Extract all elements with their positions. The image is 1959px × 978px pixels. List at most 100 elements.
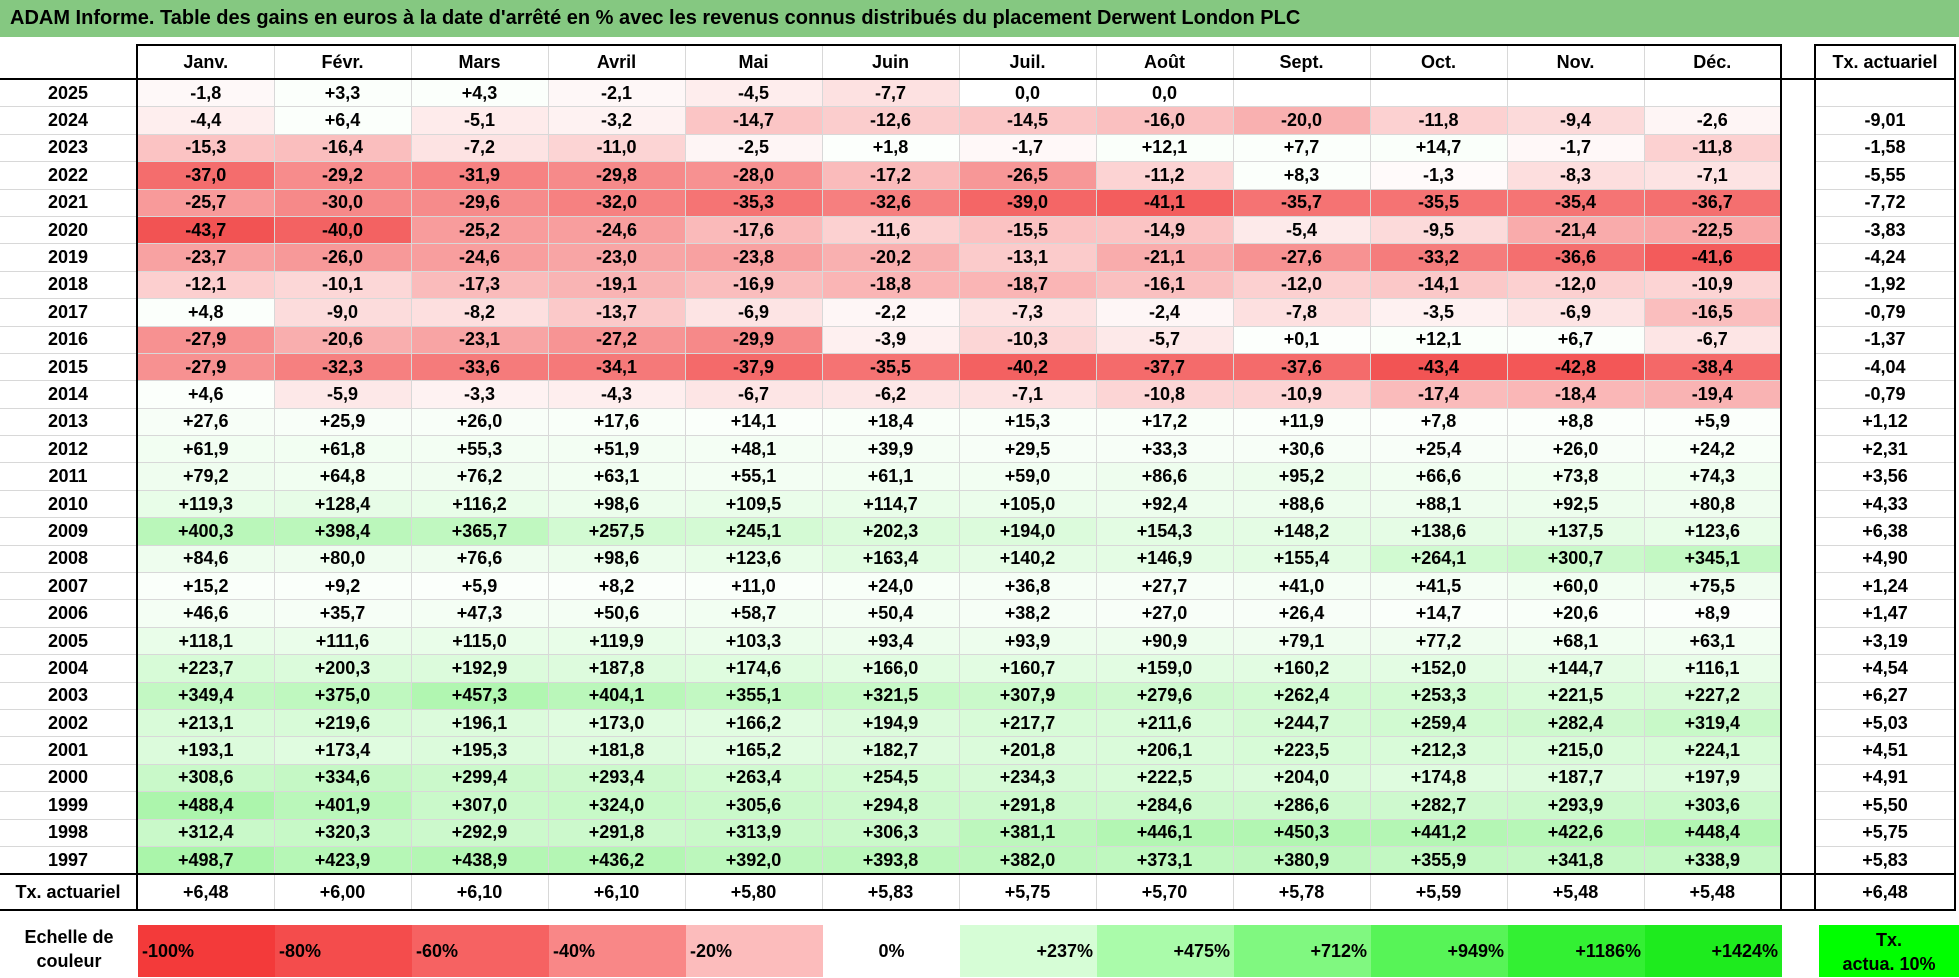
gain-cell: +103,3 — [684, 626, 823, 656]
table-row: 1998 +312,4 +320,3 +292,9 +291,8 +313,9 +306,3… — [0, 818, 1956, 847]
table-row: 2007 +15,2 +9,2 +5,9 +8,2 +11,0 +24,0 +36,8 +27,… — [0, 572, 1956, 601]
year-cell: 2000 — [0, 763, 138, 793]
gain-cell: -27,9 — [136, 352, 275, 382]
report-title: ADAM Informe. Table des gains en euros à… — [0, 0, 1959, 37]
year-cell: 1999 — [0, 791, 138, 820]
gain-cell: +33,3 — [1095, 435, 1234, 464]
gain-cell: +27,6 — [136, 407, 275, 437]
color-scale-cell: +712% — [1234, 925, 1371, 977]
gain-cell: +68,1 — [1506, 626, 1645, 656]
tx-actuariel-cell: -7,72 — [1814, 188, 1956, 217]
color-scale-cell: -60% — [412, 925, 549, 977]
gain-cell: +7,8 — [1369, 407, 1508, 437]
gain-cell: -28,0 — [684, 161, 823, 190]
footer-cell: +6,00 — [273, 873, 412, 912]
year-cell: 2006 — [0, 599, 138, 628]
gain-cell: -18,8 — [821, 270, 960, 300]
color-scale-cell: +1186% — [1508, 925, 1645, 977]
gain-cell: +282,7 — [1369, 791, 1508, 820]
footer-cell: +6,10 — [410, 873, 549, 912]
gain-cell: +24,2 — [1643, 435, 1782, 464]
gain-cell: -11,8 — [1643, 133, 1782, 163]
gain-cell: -35,5 — [1369, 188, 1508, 217]
footer-cell: +6,10 — [547, 873, 686, 912]
gain-cell: +75,5 — [1643, 572, 1782, 601]
gain-cell: -32,0 — [547, 188, 686, 217]
gain-cell: +26,4 — [1232, 599, 1371, 628]
gain-cell: +196,1 — [410, 708, 549, 738]
gain-cell: +234,3 — [958, 763, 1097, 793]
color-scale-cell: -40% — [549, 925, 686, 977]
gain-cell: +111,6 — [273, 626, 412, 656]
column-gap — [1781, 846, 1815, 875]
year-cell: 1998 — [0, 818, 138, 847]
month-header: Mars — [410, 44, 549, 80]
gain-cell: +213,1 — [136, 708, 275, 738]
gain-cell: +355,1 — [684, 681, 823, 710]
gain-cell: -1,8 — [136, 78, 275, 108]
gain-cell: -12,6 — [821, 106, 960, 135]
year-cell: 2005 — [0, 626, 138, 656]
month-header: Sept. — [1232, 44, 1371, 80]
color-scale-label-line2: couleur — [36, 951, 102, 971]
gain-cell: -32,6 — [821, 188, 960, 217]
tx-actuariel-cell: +3,56 — [1814, 462, 1956, 491]
gain-cell: -23,1 — [410, 325, 549, 354]
gain-cell: +200,3 — [273, 654, 412, 683]
gain-cell: +25,4 — [1369, 435, 1508, 464]
gain-cell — [1232, 78, 1371, 108]
month-header: Août — [1095, 44, 1234, 80]
gain-cell: -14,7 — [684, 106, 823, 135]
gain-cell: -25,2 — [410, 215, 549, 245]
gain-cell: +264,1 — [1369, 544, 1508, 574]
gain-cell: +160,2 — [1232, 654, 1371, 683]
gain-cell: +80,8 — [1643, 489, 1782, 519]
gain-cell: +375,0 — [273, 681, 412, 710]
year-cell: 2013 — [0, 407, 138, 437]
gain-cell: +373,1 — [1095, 845, 1234, 875]
column-gap — [1781, 490, 1815, 518]
gain-cell: +55,3 — [410, 435, 549, 464]
gain-cell: -14,9 — [1095, 215, 1234, 245]
gain-cell: -33,2 — [1369, 243, 1508, 272]
gain-cell: +263,4 — [684, 763, 823, 793]
table-row: 2022 -37,0 -29,2 -31,9 -29,8 -28,0 -17,2 -26,5-… — [0, 161, 1956, 190]
tx-actuariel-cell: -1,58 — [1814, 133, 1956, 163]
gain-cell: -2,5 — [684, 133, 823, 163]
gain-cell: -40,2 — [958, 352, 1097, 382]
gain-cell: +48,1 — [684, 435, 823, 464]
year-cell: 2024 — [0, 106, 138, 135]
gain-cell: +77,2 — [1369, 626, 1508, 656]
gain-cell: +119,3 — [136, 489, 275, 519]
gain-cell: +284,6 — [1095, 791, 1234, 820]
gain-cell: +381,1 — [958, 818, 1097, 847]
gain-cell: +446,1 — [1095, 818, 1234, 847]
column-gap — [1781, 599, 1815, 628]
gain-cell: +29,5 — [958, 435, 1097, 464]
gain-cell: +98,6 — [547, 544, 686, 574]
table-row: 1997 +498,7 +423,9 +438,9 +436,2 +392,0 +393,8… — [0, 845, 1956, 875]
gain-cell — [1369, 78, 1508, 108]
gain-cell: +293,4 — [547, 763, 686, 793]
gain-cell: -6,9 — [684, 298, 823, 327]
gain-cell: +3,3 — [273, 78, 412, 108]
gain-cell: -27,9 — [136, 325, 275, 354]
gain-cell: +245,1 — [684, 517, 823, 546]
table-row: 2012 +61,9 +61,8 +55,3 +51,9 +48,1 +39,9 +29,5 +… — [0, 435, 1956, 464]
gain-cell: +401,9 — [273, 791, 412, 820]
gain-cell: +25,9 — [273, 407, 412, 437]
year-cell: 2016 — [0, 325, 138, 354]
gain-cell: -5,1 — [410, 106, 549, 135]
gain-cell: +227,2 — [1643, 681, 1782, 710]
gain-cell: -11,6 — [821, 215, 960, 245]
gain-cell: +12,1 — [1369, 325, 1508, 354]
gain-cell: -7,7 — [821, 78, 960, 108]
gain-cell: -23,0 — [547, 243, 686, 272]
gain-cell: -3,3 — [410, 380, 549, 409]
color-scale-cell: -20% — [686, 925, 823, 977]
gain-cell: +319,4 — [1643, 708, 1782, 738]
gain-cell: -17,6 — [684, 215, 823, 245]
gain-cell: +35,7 — [273, 599, 412, 628]
year-cell: 2017 — [0, 298, 138, 327]
gain-cell: -20,2 — [821, 243, 960, 272]
